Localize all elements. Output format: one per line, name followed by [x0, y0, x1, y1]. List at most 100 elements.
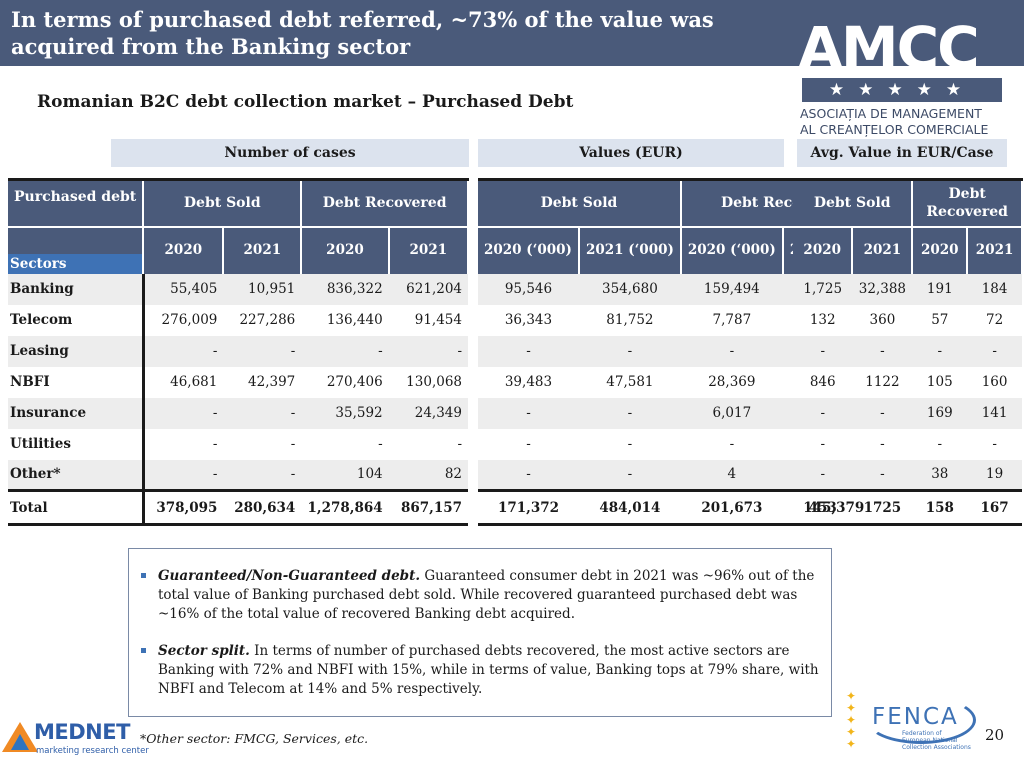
cases-cell: 270,406	[301, 366, 389, 398]
table-row: 1,725 32,388 191 184	[793, 273, 1022, 305]
bullet-icon	[141, 573, 146, 578]
avg-cell: 141	[967, 397, 1022, 429]
avg-debt-sold-header: Debt Sold	[793, 179, 914, 227]
fenca-wordmark: FENCA	[872, 704, 959, 730]
year-header: 2021	[223, 225, 303, 274]
sector-cell: Insurance	[8, 397, 145, 429]
avg-cell: 32,388	[852, 273, 913, 305]
fenca-tagline: Federation of European National Collecti…	[902, 730, 971, 751]
value-cell: -	[680, 335, 783, 367]
table-row: Utilities - - - -	[8, 428, 468, 460]
avg-cell: 1122	[852, 366, 913, 398]
cases-cell: 867,157	[388, 489, 468, 526]
avg-cell: -	[912, 335, 968, 367]
group-header-avg: Avg. Value in EUR/Case	[797, 139, 1007, 167]
cases-debt-sold-header: Debt Sold	[143, 179, 303, 227]
avg-cell: -	[967, 335, 1022, 367]
avg-cell: -	[793, 335, 853, 367]
avg-cell: -	[967, 428, 1022, 460]
year-header: 2020	[912, 225, 969, 274]
value-cell: 36,343	[478, 304, 579, 336]
cases-table: Purchased debt Debt Sold Debt Recovered …	[8, 178, 470, 526]
table-row: ----	[793, 428, 1022, 460]
cases-cell: -	[223, 397, 302, 429]
note-item: Guaranteed/Non-Guaranteed debt. Guarante…	[141, 567, 819, 624]
table-row: - -38 19	[793, 459, 1022, 491]
avg-cell: 19	[967, 459, 1022, 491]
value-cell: -	[578, 335, 681, 367]
fenca-stars-icon: ✦ ✦ ✦ ✦ ✦	[846, 689, 857, 751]
sector-cell: NBFI	[8, 366, 145, 398]
page-number: 20	[985, 726, 1005, 744]
value-cell: 81,752	[578, 304, 681, 336]
value-cell: -	[478, 397, 579, 429]
cases-cell: 42,397	[223, 366, 302, 398]
avg-cell: -	[912, 428, 968, 460]
avg-cell: 105	[912, 366, 968, 398]
value-cell: 95,546	[478, 273, 579, 305]
cases-cell: 378,095	[143, 489, 224, 526]
table-row: Other* - -104 82	[8, 459, 468, 491]
table-row: Banking 55,405 10,951 836,322 621,204	[8, 273, 468, 305]
cases-cell: 621,204	[388, 273, 468, 305]
year-k-header: 2021 (‘000)	[578, 225, 682, 274]
cases-cell: 836,322	[301, 273, 389, 305]
value-cell: -	[578, 459, 681, 491]
cases-cell: -	[223, 335, 302, 367]
avg-cell: -	[793, 459, 853, 491]
avg-cell: 1,725	[793, 273, 853, 305]
value-cell: 354,680	[578, 273, 681, 305]
value-cell: 4	[680, 459, 783, 491]
avg-cell: 158	[912, 489, 968, 526]
avg-cell: 1725	[852, 489, 913, 526]
table-row: Leasing - - - -	[8, 335, 468, 367]
value-cell: 7,787	[680, 304, 783, 336]
value-cell: 28,369	[680, 366, 783, 398]
cases-cell: -	[143, 397, 224, 429]
page-title: In terms of purchased debt referred, ~73…	[11, 7, 714, 59]
corner-header: Purchased debt	[8, 179, 145, 227]
year-k-header: 2020 (‘000)	[478, 225, 580, 274]
avg-cell: 38	[912, 459, 968, 491]
sector-cell: Total	[8, 489, 145, 526]
cases-cell: -	[223, 428, 302, 460]
cases-cell: 10,951	[223, 273, 302, 305]
notes-box: Guaranteed/Non-Guaranteed debt. Guarante…	[128, 548, 832, 717]
cases-cell: -	[143, 335, 224, 367]
avg-cell: 132	[793, 304, 853, 336]
avg-cell: -	[793, 428, 853, 460]
value-cell: 6,017	[680, 397, 783, 429]
note-text: In terms of number of purchased debts re…	[158, 643, 819, 697]
cases-cell: -	[388, 428, 468, 460]
avg-cell: 72	[967, 304, 1022, 336]
note-item: Sector split. In terms of number of purc…	[141, 642, 819, 699]
amcc-logo-line1: ASOCIAȚIA DE MANAGEMENT	[800, 106, 982, 121]
avg-cell: 453	[793, 489, 853, 526]
mednet-inner-triangle-icon	[11, 734, 29, 750]
cases-cell: 24,349	[388, 397, 468, 429]
mednet-logo: MEDNET marketing research center	[2, 720, 149, 764]
table-row: ----	[793, 335, 1022, 367]
page-subtitle: Romanian B2C debt collection market – Pu…	[37, 92, 574, 112]
amcc-logo: AMCC ★★★★★ ASOCIAȚIA DE MANAGEMENT AL CR…	[792, 8, 1014, 138]
sector-cell: Other*	[8, 459, 145, 491]
year-k-header: 2020 (‘000)	[680, 225, 784, 274]
cases-cell: 227,286	[223, 304, 302, 336]
cases-cell: 276,009	[143, 304, 224, 336]
sector-cell: Banking	[8, 273, 145, 305]
year-header: 2021	[388, 225, 470, 274]
amcc-logo-line2: AL CREANȚELOR COMERCIALE	[800, 122, 989, 137]
cases-cell: -	[143, 459, 224, 491]
bullet-icon	[141, 648, 146, 653]
group-header-values: Values (EUR)	[478, 139, 784, 167]
value-cell: 159,494	[680, 273, 783, 305]
cases-cell: -	[301, 335, 389, 367]
avg-cell: -	[852, 428, 913, 460]
cases-cell: 104	[301, 459, 389, 491]
table-row: NBFI 46,681 42,397 270,406 130,068	[8, 366, 468, 398]
avg-cell: 160	[967, 366, 1022, 398]
year-header: 2020	[301, 225, 390, 274]
table-row: Telecom 276,009 227,286 136,440 91,454	[8, 304, 468, 336]
sector-cell: Leasing	[8, 335, 145, 367]
sector-cell: Telecom	[8, 304, 145, 336]
